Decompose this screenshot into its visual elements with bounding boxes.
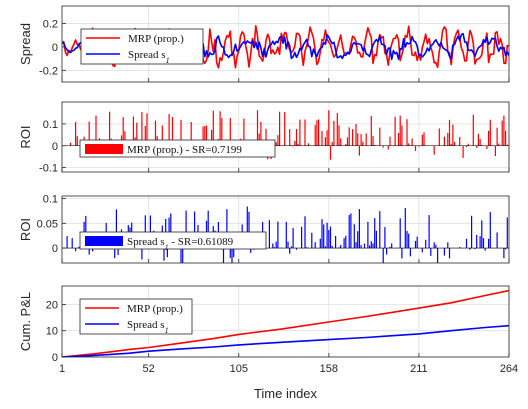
- legend: Spread s1 - SR=0.61089: [79, 231, 267, 252]
- y-tick-label: 0.1: [43, 193, 58, 205]
- series-line-2: [62, 324, 509, 357]
- legend-box: [79, 231, 267, 250]
- y-axis-label: Spread: [18, 23, 33, 65]
- axes-box: [61, 5, 510, 83]
- data-layer: [62, 110, 509, 160]
- y-tick-label: 0: [52, 352, 58, 364]
- legend-label: Spread s1 - SR=0.61089: [127, 236, 234, 252]
- legend-box: [80, 28, 204, 65]
- y-tick-label: 0: [52, 42, 58, 54]
- x-tick-label: 52: [143, 363, 155, 375]
- y-tick-label: -0.1: [39, 163, 58, 175]
- legend-subscript: 1: [166, 56, 170, 65]
- series-line-1: [62, 289, 509, 357]
- x-axis-label: Time index: [254, 386, 318, 401]
- legend: MRP (prop.) Spread s1: [80, 28, 204, 65]
- x-tick-label: 211: [410, 363, 428, 375]
- panel-3: 0 0.05 0.1 ROI Spread s1 - SR=0.61089: [18, 193, 510, 264]
- legend: MRP (prop.) - SR=0.7199: [79, 139, 276, 158]
- x-tick-label: 158: [320, 363, 338, 375]
- legend-label: Spread s1: [128, 49, 170, 65]
- panel-4: 0 10 20 1 52 105 158 211 264 Cum. P&L Time index MR…: [18, 285, 518, 401]
- axes-box: [61, 285, 510, 358]
- legend-label: MRP (prop.): [127, 303, 183, 315]
- legend-subscript: 1: [165, 326, 169, 335]
- x-tick-label: 264: [500, 363, 518, 375]
- panel-1: -0.2 0 0.2 Spread MRP (prop.) Spread s1: [18, 5, 510, 83]
- legend-subscript: 1: [165, 243, 169, 252]
- legend-label: MRP (prop.) - SR=0.7199: [127, 144, 242, 156]
- y-tick-label: 20: [46, 299, 58, 311]
- legend-suffix: - SR=0.61089: [169, 236, 234, 248]
- axes-box: [61, 101, 510, 173]
- y-tick-label: 0.2: [43, 19, 58, 31]
- panel-2: -0.1 0 0.1 ROI MRP (prop.) - SR=0.7199: [18, 101, 510, 175]
- y-axis-label: Cum. P&L: [18, 292, 33, 351]
- y-tick-label: 0: [52, 243, 58, 255]
- data-layer: [62, 289, 509, 357]
- legend-label: MRP (prop.): [128, 33, 184, 45]
- x-tick-label: 105: [230, 363, 248, 375]
- legend-swatch: [85, 144, 123, 154]
- axes-box: [61, 195, 510, 264]
- y-tick-label: 0.05: [37, 218, 58, 230]
- y-tick-label: 10: [46, 326, 58, 338]
- legend-swatch: [85, 236, 123, 246]
- y-tick-label: -0.2: [39, 65, 58, 77]
- legend-box: [79, 298, 193, 335]
- plot-area: [62, 196, 509, 263]
- y-axis-label: ROI: [18, 125, 33, 148]
- x-tick-label: 1: [59, 363, 65, 375]
- legend-label: Spread s1: [127, 319, 169, 335]
- y-axis-label: ROI: [18, 218, 33, 241]
- plot-area: [62, 102, 509, 172]
- y-tick-label: 0.1: [43, 119, 58, 131]
- legend-box: [79, 139, 276, 158]
- y-tick-label: 0: [52, 141, 58, 153]
- legend: MRP (prop.) Spread s1: [79, 298, 193, 335]
